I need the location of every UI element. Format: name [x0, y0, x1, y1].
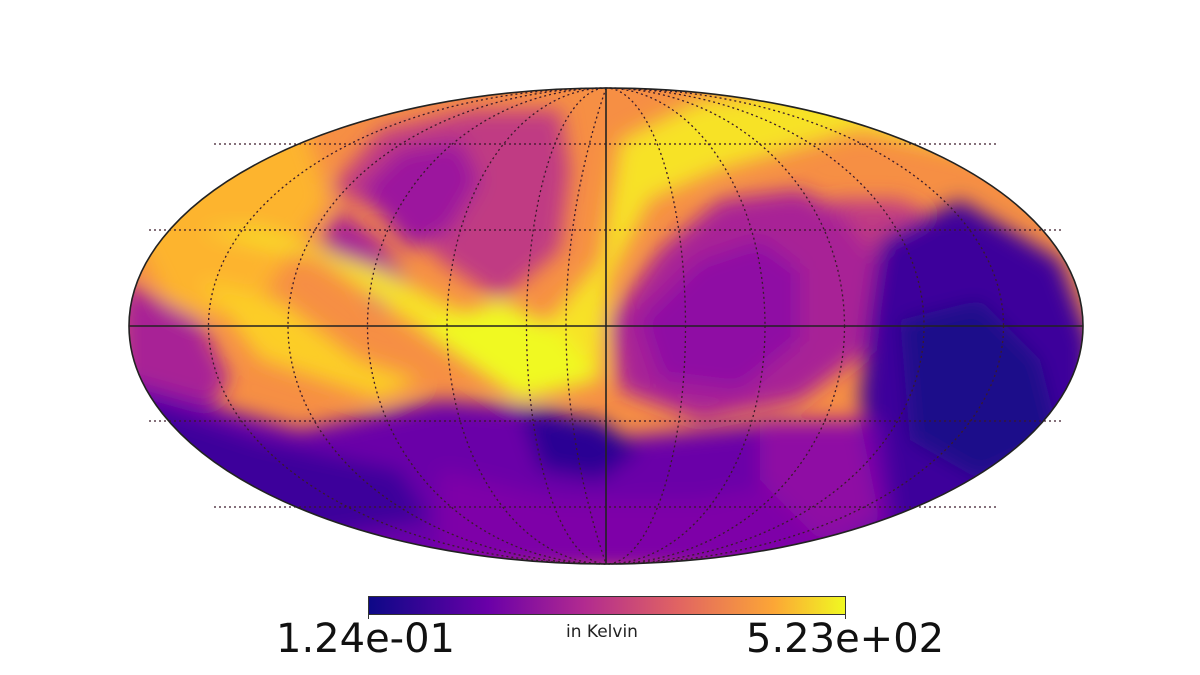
colorbar-tick-max [845, 614, 846, 619]
mollweide-sky-map [128, 87, 1084, 565]
colorbar-unit-label: in Kelvin [566, 622, 638, 642]
colorbar-min-label: 1.24e-01 [276, 616, 456, 662]
colorbar-max-label: 5.23e+02 [746, 616, 945, 662]
colorbar [368, 596, 846, 615]
map-outline [128, 87, 1084, 565]
map-pixels [129, 88, 1083, 564]
colorbar-tick-min [368, 614, 369, 619]
